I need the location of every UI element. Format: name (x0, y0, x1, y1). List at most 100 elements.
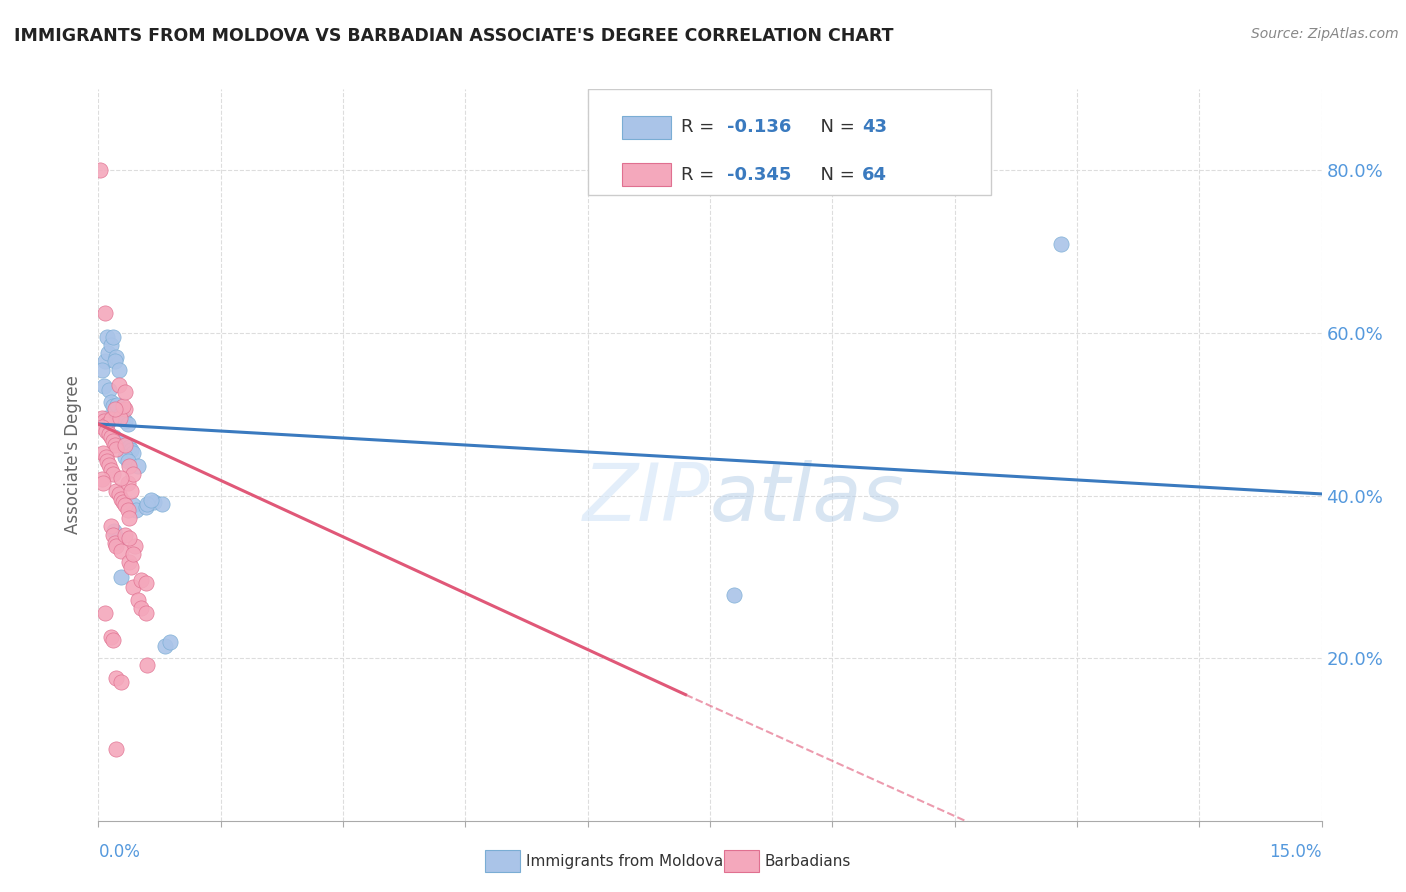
Point (110, 471, 132, 485)
Point (105, 671, 128, 685)
Text: 43: 43 (862, 119, 887, 136)
Point (155, 639, 177, 653)
Point (101, 467, 124, 481)
Point (114, 527, 136, 541)
Point (135, 576, 157, 591)
Point (96, 454, 118, 468)
Text: R =: R = (681, 166, 720, 184)
Point (114, 402, 136, 417)
Text: IMMIGRANTS FROM MOLDOVA VS BARBADIAN ASSOCIATE'S DEGREE CORRELATION CHART: IMMIGRANTS FROM MOLDOVA VS BARBADIAN ASS… (14, 27, 894, 45)
Point (114, 384, 136, 399)
Point (121, 467, 143, 482)
Point (110, 434, 132, 449)
Point (723, 588, 745, 602)
Point (94, 306, 117, 320)
Point (118, 440, 141, 454)
Point (89, 163, 111, 178)
Point (96, 417, 118, 431)
Point (120, 483, 142, 498)
Point (94, 606, 117, 620)
Point (101, 633, 124, 648)
Text: -0.136: -0.136 (727, 119, 792, 136)
Point (94, 450, 117, 465)
Point (101, 434, 124, 449)
Point (103, 430, 125, 444)
Point (96, 330, 118, 344)
Point (91, 475, 114, 490)
Point (91, 446, 114, 460)
Point (111, 495, 134, 509)
Point (124, 539, 146, 553)
Text: Source: ZipAtlas.com: Source: ZipAtlas.com (1251, 27, 1399, 41)
Point (101, 399, 124, 413)
Point (100, 412, 122, 426)
Y-axis label: Associate's Degree: Associate's Degree (65, 376, 83, 534)
Point (135, 500, 157, 514)
Point (104, 354, 127, 368)
Point (108, 410, 131, 425)
Point (105, 483, 128, 498)
Point (117, 417, 139, 431)
Text: R =: R = (681, 119, 720, 136)
Point (104, 402, 127, 417)
Point (107, 532, 129, 546)
Point (97, 346, 120, 360)
Point (125, 503, 148, 517)
Point (90, 472, 112, 486)
Text: Immigrants from Moldova: Immigrants from Moldova (526, 855, 723, 869)
Point (101, 527, 124, 541)
Point (96, 424, 118, 438)
Point (105, 539, 128, 553)
Point (118, 459, 141, 474)
Text: 64: 64 (862, 166, 887, 184)
Point (141, 492, 163, 507)
Text: atlas: atlas (710, 459, 905, 538)
Point (104, 535, 127, 549)
Point (114, 498, 136, 512)
Point (150, 497, 173, 511)
Text: N =: N = (808, 119, 860, 136)
Point (121, 446, 143, 460)
Point (100, 630, 122, 644)
Point (120, 443, 142, 458)
Point (104, 438, 127, 452)
Text: N =: N = (808, 166, 860, 184)
Point (93, 379, 115, 393)
Point (105, 398, 128, 412)
Point (94, 410, 117, 425)
Point (129, 600, 152, 615)
Point (105, 442, 128, 457)
Point (111, 410, 134, 425)
Point (110, 570, 132, 584)
Point (100, 519, 122, 533)
Point (117, 475, 139, 490)
Point (100, 462, 122, 476)
Point (117, 454, 139, 468)
Point (98, 458, 121, 472)
Point (105, 351, 128, 365)
Text: 15.0%: 15.0% (1270, 843, 1322, 861)
Text: 0.0%: 0.0% (98, 843, 141, 861)
Point (136, 657, 159, 672)
Point (129, 573, 152, 587)
Point (118, 531, 141, 545)
Point (121, 498, 143, 512)
Point (136, 497, 159, 511)
Point (108, 487, 131, 501)
Point (110, 407, 132, 421)
Point (127, 592, 149, 607)
Point (118, 511, 141, 525)
Point (94, 424, 117, 438)
Point (114, 414, 136, 428)
Point (100, 338, 122, 352)
Point (159, 635, 181, 649)
Point (114, 450, 136, 465)
Point (120, 560, 142, 574)
Point (101, 330, 124, 344)
Point (117, 503, 139, 517)
Point (90, 420, 112, 434)
Point (110, 544, 132, 558)
Point (91, 410, 114, 425)
Point (127, 459, 149, 474)
Point (111, 399, 134, 413)
